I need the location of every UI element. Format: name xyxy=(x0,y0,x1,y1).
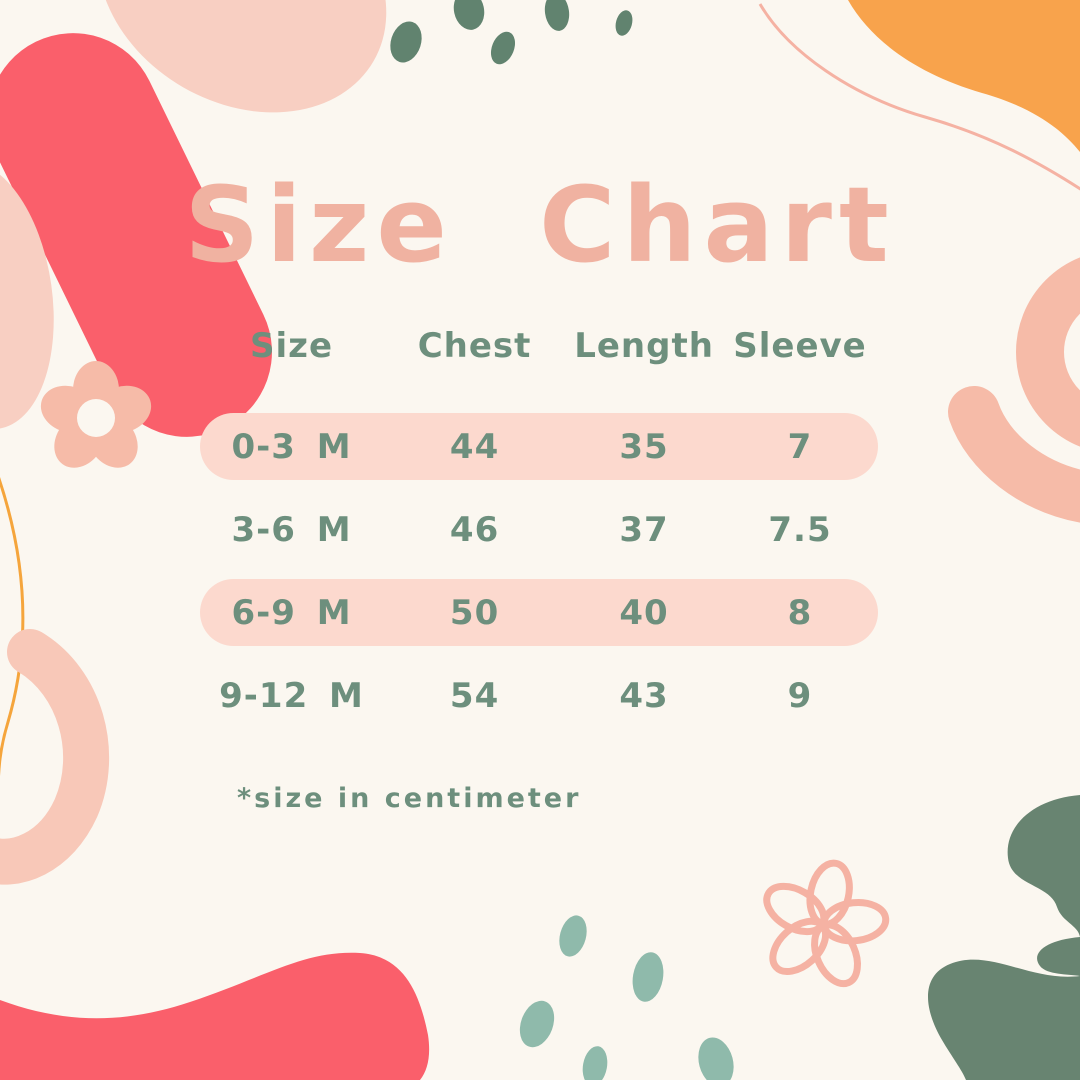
cell-size: 9-12 M xyxy=(219,675,364,716)
table-header-row: Size Chest Length Sleeve xyxy=(200,312,878,379)
cell-chest: 44 xyxy=(449,426,500,467)
red-wave-bottom-left-shape xyxy=(0,952,430,1080)
table-row-6-9m: 6-9 M 50 40 8 xyxy=(200,579,878,646)
orange-blob-top-right-shape xyxy=(848,0,1080,152)
table-row-0-3m: 0-3 M 44 35 7 xyxy=(200,413,878,480)
pink-wavy-line-top-right-shape xyxy=(758,3,1080,191)
cell-sleeve: 9 xyxy=(787,675,813,716)
cell-size: 6-9 M xyxy=(231,592,352,633)
cell-length: 43 xyxy=(619,675,669,716)
cell-chest: 46 xyxy=(449,509,500,550)
teal-dots-bottom xyxy=(519,915,734,1080)
cell-sleeve: 7.5 xyxy=(768,509,832,550)
cell-size: 3-6 M xyxy=(231,509,352,550)
flower-doodle-bottom-right-shape xyxy=(763,859,890,988)
column-header-sleeve: Sleeve xyxy=(733,325,867,366)
units-note: *size in centimeter xyxy=(237,783,582,814)
column-header-size: Size xyxy=(250,325,334,366)
orange-line-left-shape xyxy=(0,477,25,777)
cell-sleeve: 7 xyxy=(787,426,813,467)
column-header-chest: Chest xyxy=(417,325,532,366)
table-row-3-6m: 3-6 M 46 37 7.5 xyxy=(200,496,878,563)
pink-squiggle-bottom-left-shape xyxy=(0,629,110,885)
column-header-length: Length xyxy=(574,325,714,366)
green-blob-bottom-right-shape xyxy=(928,795,1080,1080)
pink-ribbon-right-shape xyxy=(948,257,1080,523)
cell-sleeve: 8 xyxy=(787,592,813,633)
flower-solid-left-shape xyxy=(40,361,152,468)
cell-length: 35 xyxy=(619,426,669,467)
pink-blob-left-edge-shape xyxy=(0,160,54,430)
page-title: Size Chart xyxy=(184,164,896,286)
cell-length: 40 xyxy=(619,592,669,633)
cell-length: 37 xyxy=(619,509,669,550)
table-row-9-12m: 9-12 M 54 43 9 xyxy=(200,662,878,729)
red-blob-top-left-shape xyxy=(0,33,272,437)
green-dots-top xyxy=(390,0,633,65)
cell-size: 0-3 M xyxy=(231,426,352,467)
cell-chest: 54 xyxy=(449,675,500,716)
pink-blob-top-left-shape xyxy=(97,0,387,113)
cell-chest: 50 xyxy=(449,592,500,633)
